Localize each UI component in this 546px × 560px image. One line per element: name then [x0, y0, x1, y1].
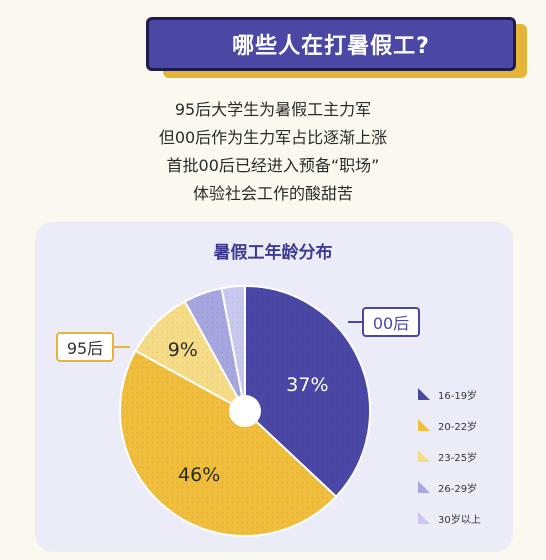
pie-value-label: 46%	[178, 464, 220, 486]
pie-value-label: 37%	[286, 374, 328, 396]
pie-center-hole	[229, 395, 261, 427]
legend-item: 26-29岁	[418, 479, 481, 495]
callout-00: 00后	[362, 307, 420, 337]
pie-slice-texture	[120, 350, 337, 536]
pie-value-label: 9%	[168, 339, 198, 361]
pie-slice-texture	[221, 286, 245, 411]
legend-item: 23-25岁	[418, 448, 481, 464]
legend: 16-19岁 20-22岁 23-25岁 26-29岁 30岁以上	[418, 386, 481, 541]
pie-slice-texture	[245, 286, 370, 497]
legend-item: 20-22岁	[418, 417, 481, 433]
legend-label: 26-29岁	[438, 483, 478, 495]
legend-swatch-30-plus	[418, 512, 430, 524]
legend-item: 16-19岁	[418, 386, 481, 402]
chart-title: 暑假工年龄分布	[213, 243, 333, 263]
legend-swatch-23-25	[418, 450, 430, 462]
legend-swatch-16-19	[418, 388, 430, 400]
pie-slice-texture	[135, 301, 245, 411]
description-line: 但00后作为生力军占比逐渐上涨	[158, 128, 388, 147]
description-line: 体验社会工作的酸甜苦	[192, 184, 353, 203]
pie-slice-texture	[184, 288, 245, 411]
description-line: 95后大学生为暑假工主力军	[174, 100, 372, 119]
legend-label: 23-25岁	[438, 452, 478, 464]
legend-label: 20-22岁	[438, 421, 478, 433]
description: 95后大学生为暑假工主力军 但00后作为生力军占比逐渐上涨 首批00后已经进入预…	[0, 96, 546, 208]
page-title: 哪些人在打暑假工?	[146, 17, 516, 71]
legend-label: 30岁以上	[438, 514, 481, 526]
legend-item: 30岁以上	[418, 510, 481, 526]
callout-95: 95后	[56, 332, 114, 362]
legend-label: 16-19岁	[438, 390, 478, 402]
description-line: 首批00后已经进入预备“职场”	[166, 156, 380, 175]
legend-swatch-26-29	[418, 481, 430, 493]
legend-swatch-20-22	[418, 419, 430, 431]
